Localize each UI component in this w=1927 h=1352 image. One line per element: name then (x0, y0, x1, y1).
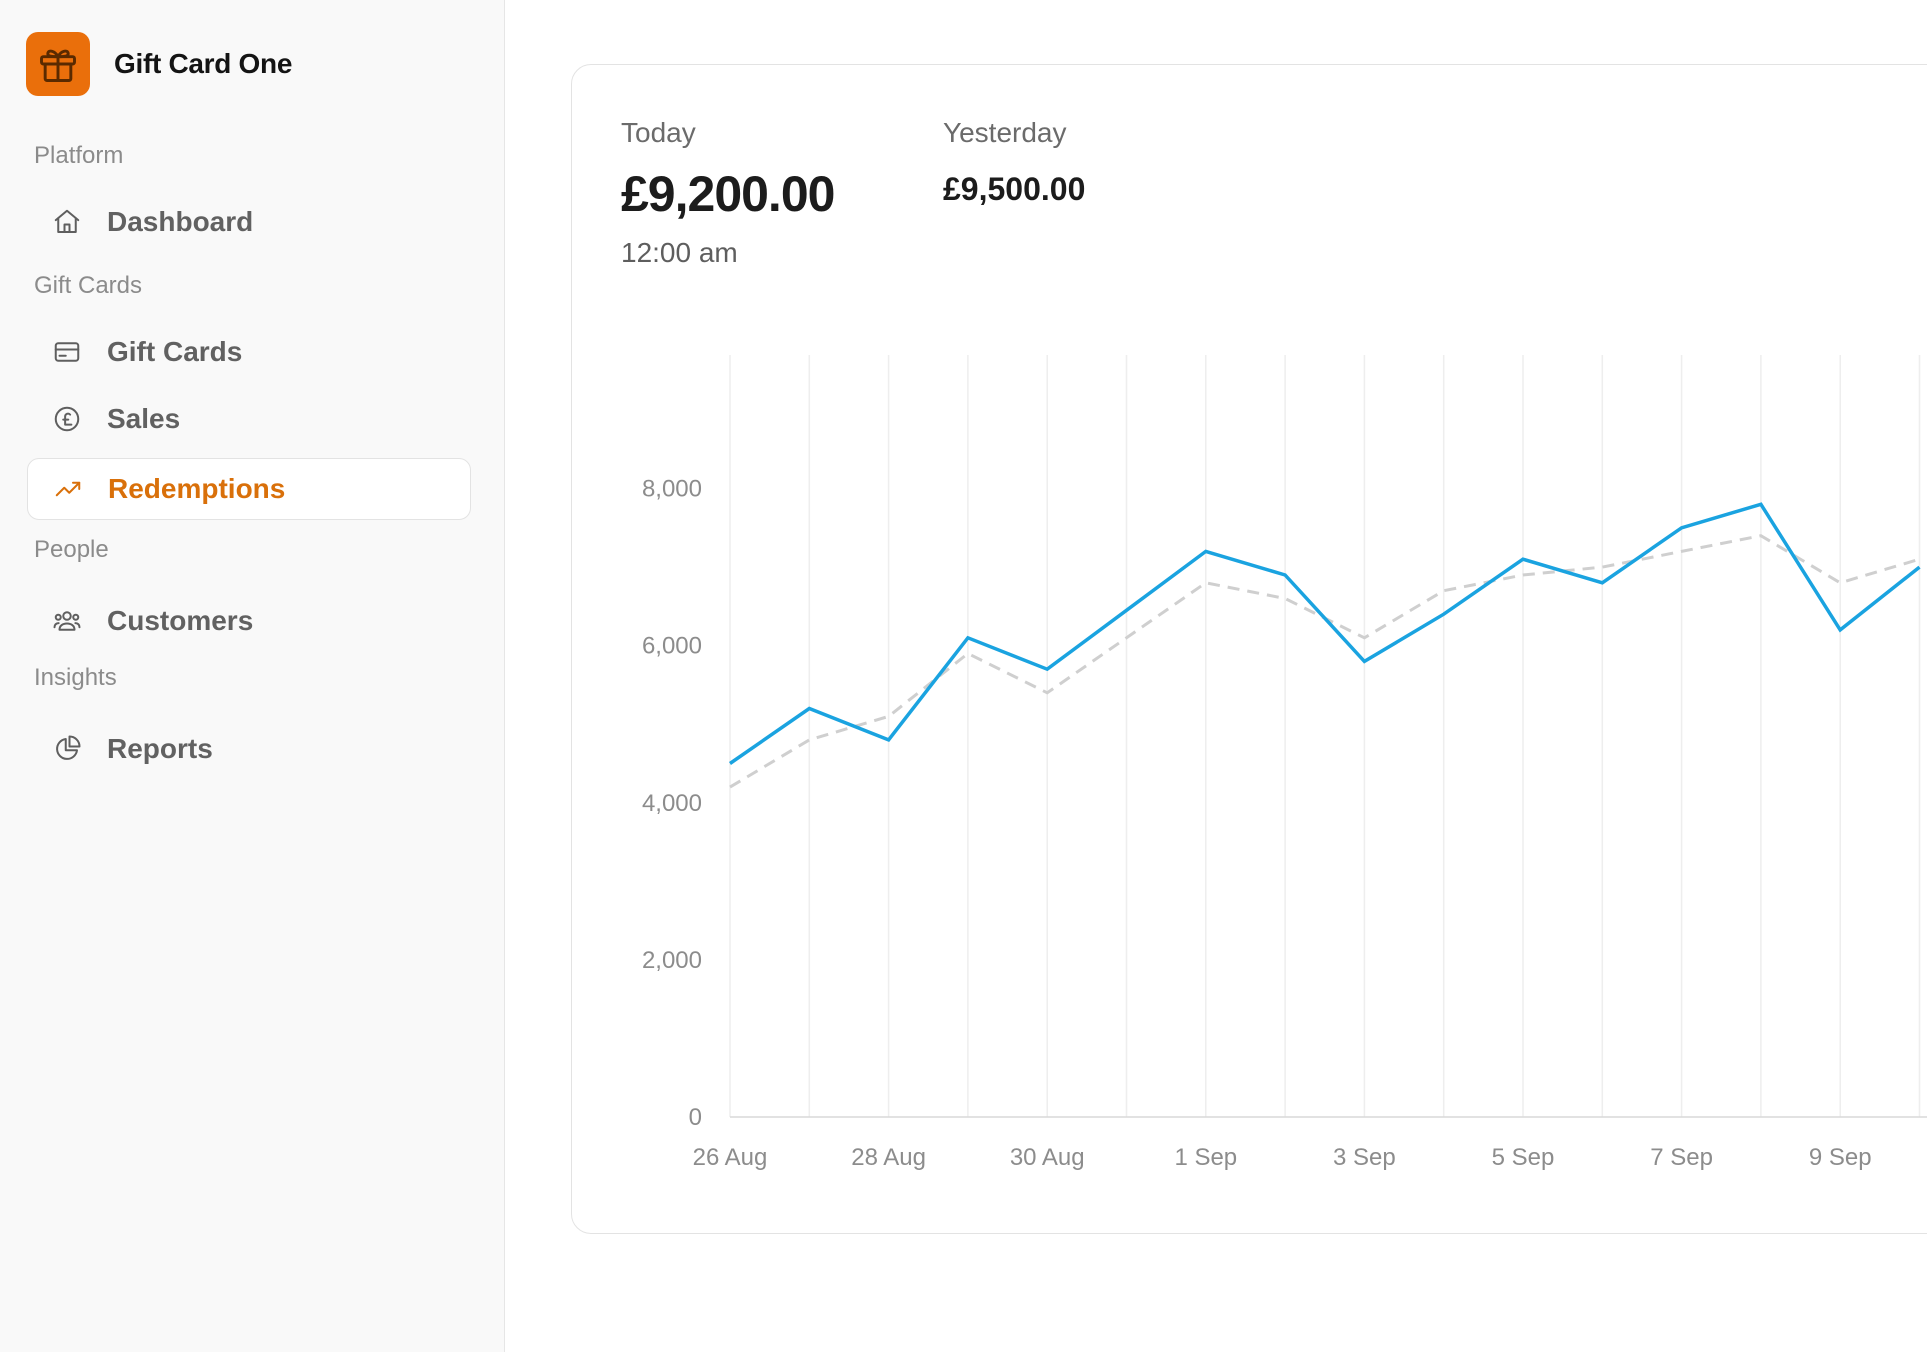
yesterday-series-line (729, 534, 1920, 789)
stat-today-label: Today (621, 117, 696, 148)
pound-circle-icon (51, 403, 83, 435)
sidebar-item-label: Gift Cards (107, 336, 243, 367)
x-tick-label: 7 Sep (1650, 1144, 1713, 1171)
trending-up-icon (52, 473, 84, 505)
redemptions-card: Today £9,200.00 12:00 am Yesterday £9,50… (571, 64, 1927, 1234)
today-series-line (729, 502, 1921, 765)
stat-yesterday-value: £9,500.00 (943, 171, 1086, 207)
users-icon (51, 605, 83, 637)
sidebar-item-redemptions[interactable]: Redemptions (27, 458, 471, 520)
x-tick-label: 26 Aug (693, 1144, 768, 1171)
y-tick-label: 4,000 (642, 790, 702, 817)
redemptions-line-chart: 0 2,000 4,000 6,000 8,000 26 Aug 28 Aug 30 Aug 1… (642, 355, 1927, 1171)
stat-today-value: £9,200.00 (621, 166, 835, 222)
x-tick-label: 3 Sep (1333, 1144, 1396, 1171)
app-name: Gift Card One (114, 48, 293, 79)
y-tick-label: 0 (689, 1104, 702, 1131)
section-people: People (34, 536, 109, 563)
stat-today: Today £9,200.00 12:00 am (621, 117, 835, 269)
sidebar-item-label: Customers (107, 605, 254, 636)
y-tick-label: 2,000 (642, 947, 702, 974)
x-tick-label: 5 Sep (1492, 1144, 1555, 1171)
brand[interactable]: Gift Card One (26, 32, 292, 96)
x-tick-label: 9 Sep (1809, 1144, 1872, 1171)
sidebar: Gift Card One Platform Dashboard Gift Ca… (0, 0, 505, 1352)
stat-today-time: 12:00 am (621, 237, 738, 268)
gift-icon (26, 32, 90, 96)
stat-yesterday: Yesterday £9,500.00 (943, 117, 1085, 208)
sidebar-item-label: Dashboard (107, 206, 254, 237)
stat-yesterday-label: Yesterday (943, 117, 1067, 148)
sidebar-item-gift-cards[interactable]: Gift Cards (27, 321, 471, 383)
sidebar-item-reports[interactable]: Reports (27, 718, 471, 780)
y-tick-label: 8,000 (642, 476, 702, 503)
y-tick-label: 6,000 (642, 633, 702, 660)
x-tick-label: 28 Aug (851, 1144, 926, 1171)
section-insights: Insights (34, 664, 117, 691)
home-icon (51, 206, 83, 238)
credit-card-icon (51, 336, 83, 368)
sidebar-item-sales[interactable]: Sales (27, 388, 471, 450)
x-tick-label: 1 Sep (1174, 1144, 1237, 1171)
section-platform: Platform (34, 142, 124, 169)
sidebar-item-dashboard[interactable]: Dashboard (27, 191, 471, 253)
pie-chart-icon (51, 733, 83, 765)
sidebar-item-label: Reports (107, 733, 213, 764)
sidebar-item-label: Sales (107, 403, 181, 434)
section-gift-cards: Gift Cards (34, 272, 143, 299)
sidebar-item-customers[interactable]: Customers (27, 590, 471, 652)
sidebar-item-label: Redemptions (108, 473, 286, 504)
x-tick-label: 30 Aug (1010, 1144, 1085, 1171)
